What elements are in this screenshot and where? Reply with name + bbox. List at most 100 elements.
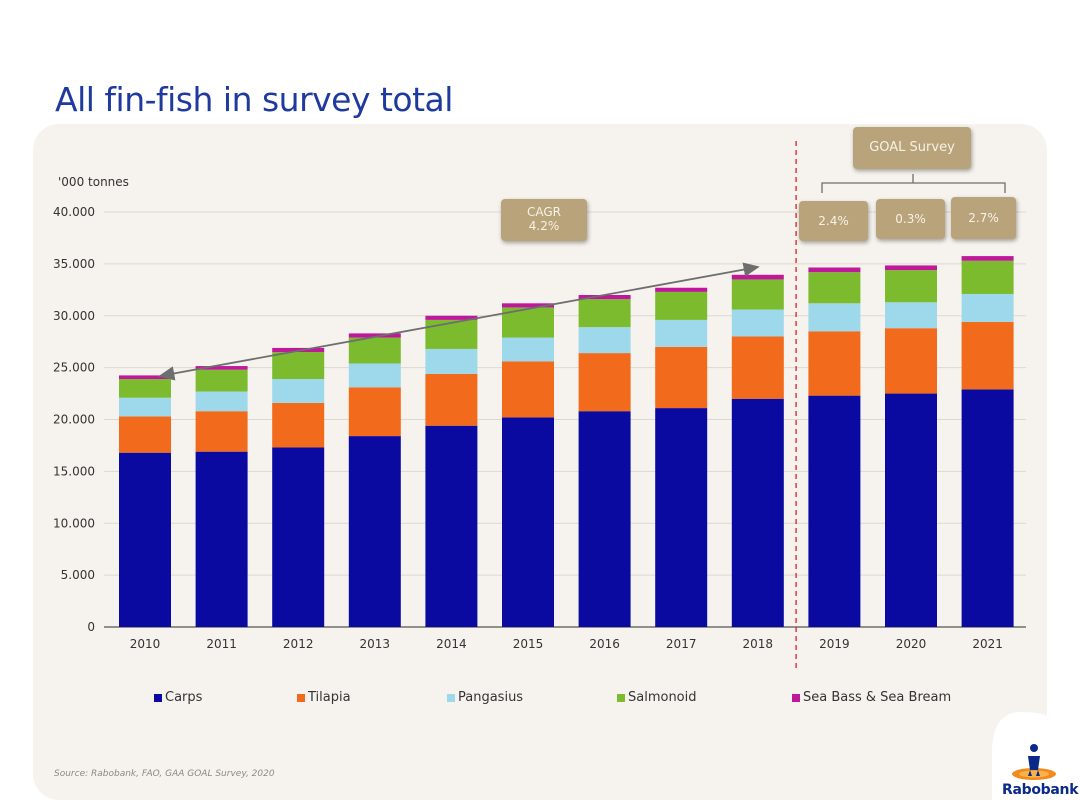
legend-swatch-pangasius [447,693,455,702]
bar-pangasius-2011 [195,391,248,412]
growth-2019-callout: 2.4% [799,201,868,241]
bar-pangasius-2010 [119,397,171,417]
bar-pangasius-2016 [578,327,631,354]
growth-2020-value: 0.3% [895,212,926,226]
legend-swatch-salmonoid [617,693,625,702]
bar-tilapia-2019 [808,331,861,396]
goal-survey-label: GOAL Survey [869,140,955,155]
x-tick-label: 2016 [589,637,620,651]
x-tick-label: 2021 [972,637,1003,651]
logo-text: Rabobank [1002,782,1079,798]
bar-pangasius-2021 [961,293,1014,322]
bar-pangasius-2014 [425,348,478,374]
bar-carps-2016 [578,411,631,627]
y-tick-label: 10.000 [53,516,95,530]
y-tick-label: 15.000 [53,464,95,478]
y-axis-label: '000 tonnes [58,175,129,189]
bar-salmonoid-2021 [961,260,1014,294]
bar-tilapia-2013 [348,387,401,437]
legend-label-carps: Carps [165,690,203,705]
bar-tilapia-2014 [425,373,478,426]
x-tick-label: 2014 [436,637,467,651]
goal-survey-bracket [821,174,1006,193]
x-tick-label: 2011 [206,637,237,651]
x-tick-label: 2017 [666,637,697,651]
y-tick-label: 5.000 [61,568,95,582]
bar-salmonoid-2013 [348,337,401,364]
growth-2021-value: 2.7% [968,211,999,225]
bar-carps-2010 [119,452,171,627]
y-tick-label: 0 [87,620,95,634]
legend-item-tilapia: Tilapia [297,690,351,705]
cagr-value: 4.2% [528,219,560,233]
bar-sea-bass-sea-bream-2018 [731,274,784,280]
legend-item-sea-bass-sea-bream: Sea Bass & Sea Bream [792,690,951,705]
bar-sea-bass-sea-bream-2010 [119,375,171,380]
bar-salmonoid-2010 [119,379,171,398]
bar-carps-2012 [272,447,325,627]
bar-tilapia-2012 [272,402,325,448]
legend-item-salmonoid: Salmonoid [617,690,697,705]
source-note: Source: Rabobank, FAO, GAA GOAL Survey, … [54,769,275,779]
bar-sea-bass-sea-bream-2021 [961,256,1014,261]
bar-pangasius-2012 [272,379,325,403]
bar-salmonoid-2014 [425,319,478,349]
bar-tilapia-2015 [502,361,554,418]
bar-tilapia-2011 [195,411,248,452]
bar-tilapia-2017 [655,346,708,409]
legend-item-pangasius: Pangasius [447,690,523,705]
bar-salmonoid-2012 [272,352,325,380]
x-tick-label: 2010 [130,637,161,651]
cagr-label: CAGR [526,205,561,219]
legend-label-pangasius: Pangasius [458,690,524,705]
x-tick-label: 2015 [513,637,544,651]
bar-carps-2020 [885,393,937,627]
x-tick-label: 2019 [819,637,850,651]
bar-carps-2017 [655,408,708,627]
bar-carps-2014 [425,425,478,627]
chart-legend: Carps Tilapia Pangasius Salmonoid Sea Ba… [0,690,1080,710]
x-tick-label: 2012 [283,637,314,651]
x-tick-label: 2013 [360,637,391,651]
bar-carps-2021 [961,389,1014,627]
bar-tilapia-2016 [578,353,631,412]
legend-label-salmonoid: Salmonoid [628,690,697,705]
bar-sea-bass-sea-bream-2017 [655,287,708,292]
bar-carps-2011 [195,451,248,627]
bar-pangasius-2018 [731,309,784,337]
legend-label-tilapia: Tilapia [308,690,351,705]
bar-tilapia-2021 [961,321,1014,390]
legend-swatch-sea-bass-sea-bream [792,693,800,702]
legend-label-sea-bass-sea-bream: Sea Bass & Sea Bream [803,690,952,705]
y-tick-label: 40.000 [53,205,95,219]
bar-salmonoid-2016 [578,299,631,328]
page-title: All fin-fish in survey total [55,80,453,119]
bar-salmonoid-2017 [655,291,708,320]
bar-sea-bass-sea-bream-2020 [885,265,937,271]
bar-pangasius-2020 [885,302,937,329]
y-tick-label: 35.000 [53,257,95,271]
bar-pangasius-2017 [655,319,708,347]
cagr-callout: CAGR 4.2% [501,199,587,241]
bar-carps-2019 [808,395,861,627]
bar-salmonoid-2020 [885,270,937,303]
bar-pangasius-2013 [348,363,401,388]
bar-salmonoid-2018 [731,279,784,310]
bar-pangasius-2019 [808,303,861,332]
bar-carps-2018 [731,398,784,627]
bar-sea-bass-sea-bream-2019 [808,267,861,273]
rabobank-logo [992,712,1080,810]
growth-2020-callout: 0.3% [876,199,945,239]
x-tick-label: 2018 [743,637,774,651]
bar-carps-2013 [348,436,401,627]
bar-carps-2015 [502,417,554,627]
legend-item-carps: Carps [154,690,202,705]
legend-swatch-tilapia [297,693,305,702]
bar-tilapia-2018 [731,336,784,399]
bar-salmonoid-2011 [195,369,248,392]
bar-pangasius-2015 [502,337,554,362]
legend-swatch-carps [154,693,162,702]
y-tick-label: 20.000 [53,413,95,427]
bar-tilapia-2020 [885,328,937,394]
